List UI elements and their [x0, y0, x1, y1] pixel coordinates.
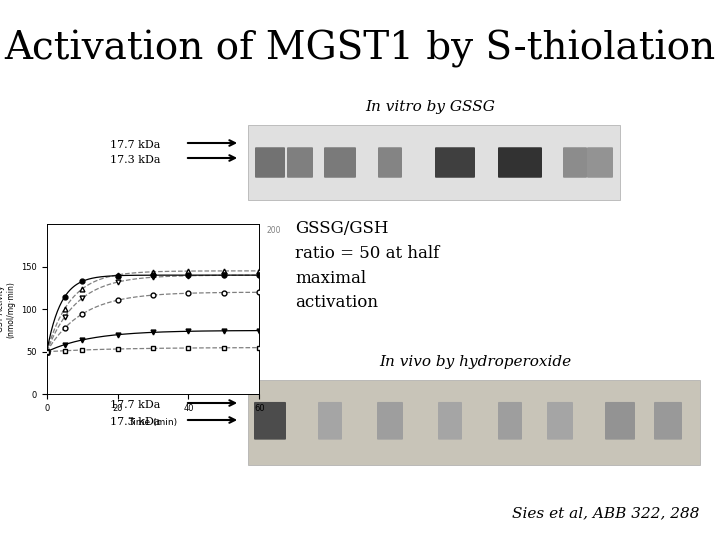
Text: In vitro by GSSG: In vitro by GSSG	[365, 100, 495, 114]
FancyBboxPatch shape	[605, 402, 635, 440]
Text: Sies et al, ABB 322, 288: Sies et al, ABB 322, 288	[513, 506, 700, 520]
FancyBboxPatch shape	[324, 147, 356, 178]
Text: In vivo by hydroperoxide: In vivo by hydroperoxide	[379, 355, 571, 369]
FancyBboxPatch shape	[587, 147, 613, 178]
FancyBboxPatch shape	[378, 147, 402, 178]
FancyBboxPatch shape	[435, 147, 475, 178]
FancyBboxPatch shape	[318, 402, 342, 440]
Text: 17.7 kDa: 17.7 kDa	[110, 400, 161, 410]
FancyBboxPatch shape	[377, 402, 403, 440]
X-axis label: Time (min): Time (min)	[128, 418, 178, 428]
FancyBboxPatch shape	[498, 147, 542, 178]
Text: 17.3 kDa: 17.3 kDa	[110, 417, 161, 427]
FancyBboxPatch shape	[255, 147, 285, 178]
Y-axis label: GST Activity
(nmol/mg·min): GST Activity (nmol/mg·min)	[0, 281, 16, 338]
FancyBboxPatch shape	[563, 147, 587, 178]
Text: 17.3 kDa: 17.3 kDa	[110, 155, 161, 165]
FancyBboxPatch shape	[254, 402, 286, 440]
Text: Activation of MGST1 by S-thiolation: Activation of MGST1 by S-thiolation	[4, 30, 716, 68]
Text: GSSG/GSH
ratio = 50 at half
maximal
activation: GSSG/GSH ratio = 50 at half maximal acti…	[295, 220, 439, 312]
FancyBboxPatch shape	[547, 402, 573, 440]
FancyBboxPatch shape	[654, 402, 682, 440]
Text: 17.7 kDa: 17.7 kDa	[110, 140, 161, 150]
FancyBboxPatch shape	[287, 147, 313, 178]
Bar	[248, 125, 620, 200]
FancyBboxPatch shape	[498, 402, 522, 440]
Bar	[248, 380, 700, 465]
FancyBboxPatch shape	[438, 402, 462, 440]
Text: 200: 200	[266, 226, 281, 235]
